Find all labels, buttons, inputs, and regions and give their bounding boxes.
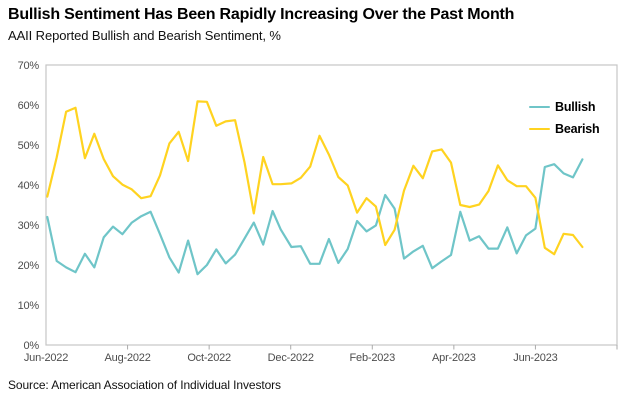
legend-item-bearish: Bearish (529, 118, 600, 140)
legend-label-bearish: Bearish (555, 122, 600, 136)
y-axis-label: 30% (18, 220, 40, 232)
y-axis-label: 70% (18, 60, 40, 72)
y-axis-label: 0% (24, 340, 40, 352)
legend-item-bullish: Bullish (529, 96, 599, 118)
plot-border (45, 64, 618, 346)
source-note: Source: American Association of Individu… (8, 378, 281, 392)
bullish-line (46, 158, 584, 276)
page-subtitle: AAII Reported Bullish and Bearish Sentim… (8, 28, 281, 43)
x-axis-label: Jun-2022 (24, 352, 68, 364)
x-axis-label: Feb-2023 (350, 352, 396, 364)
y-axis-label: 40% (18, 180, 40, 192)
bullish-line-swatch (529, 105, 550, 109)
y-axis-label: 20% (18, 260, 40, 272)
x-axis-label: Aug-2022 (105, 352, 151, 364)
bearish-line-swatch (529, 127, 550, 131)
chart-legend: Bullish Bearish (529, 96, 600, 140)
x-axis-label: Jun-2023 (513, 352, 557, 364)
y-axis-label: 60% (18, 100, 40, 112)
x-axis-label: Oct-2022 (187, 352, 231, 364)
x-axis-label: Dec-2022 (268, 352, 314, 364)
bearish-line (46, 100, 584, 256)
x-axis-label: Apr-2023 (432, 352, 476, 364)
y-axis-label: 10% (18, 300, 40, 312)
page-title: Bullish Sentiment Has Been Rapidly Incre… (8, 6, 515, 23)
y-axis-label: 50% (18, 140, 40, 152)
legend-label-bullish: Bullish (555, 100, 596, 114)
